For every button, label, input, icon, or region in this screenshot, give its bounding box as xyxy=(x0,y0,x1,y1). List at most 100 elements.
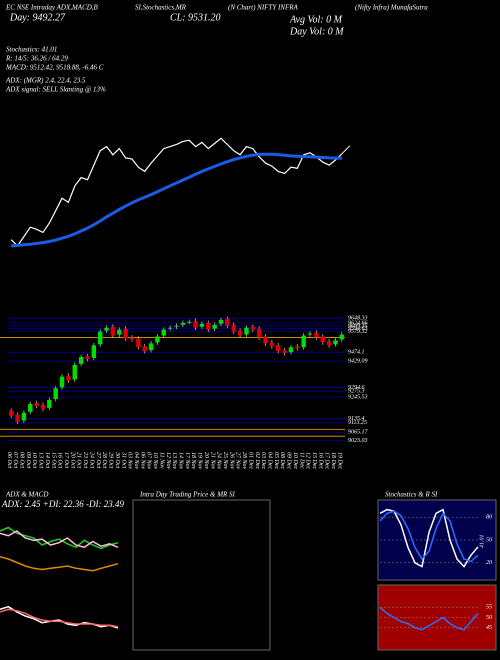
candle-body xyxy=(276,345,281,352)
indicator-info: Stochastics: 41.01 xyxy=(6,46,57,54)
x-tick-label: 13 Nov xyxy=(171,452,177,470)
x-tick-label: 14 Oct xyxy=(44,452,51,468)
panel-tick-label: 45 xyxy=(486,624,492,631)
candle-body xyxy=(91,345,97,359)
x-tick-label: 26 Nov xyxy=(228,452,234,470)
candle-body xyxy=(320,336,325,343)
header-text: (Nifty Infra) MunafaSutra xyxy=(355,4,428,12)
x-tick-label: 20 Oct xyxy=(69,452,75,468)
panel-line xyxy=(0,608,119,628)
x-tick-label: 06 Oct xyxy=(6,452,12,468)
candle-body xyxy=(66,375,71,381)
x-tick-label: 10 Oct xyxy=(31,452,37,468)
candle-body xyxy=(244,327,249,335)
x-tick-label: 05 Dec xyxy=(273,452,279,469)
x-tick-label: 10 Dec xyxy=(292,452,298,469)
x-tick-label: 24 Oct xyxy=(88,452,95,468)
candle-body xyxy=(47,400,52,408)
panel-line xyxy=(379,510,479,563)
candle-body xyxy=(269,342,275,347)
candle-body xyxy=(97,331,103,345)
y-tick-label: 9294.6 xyxy=(348,384,365,391)
panel-line xyxy=(379,508,479,568)
x-tick-label: 07 Nov xyxy=(146,452,152,470)
panel-title: Intra Day Trading Price & MR SI xyxy=(139,491,236,499)
x-tick-label: 16 Dec xyxy=(317,452,323,469)
panel-tick-label: 20 xyxy=(486,560,492,566)
panel-label: ADX: 2.45 +DI: 22.36 -DI: 23.49 xyxy=(1,499,125,509)
candle-body xyxy=(15,414,20,422)
moving-average xyxy=(11,152,342,248)
candle-body xyxy=(85,356,90,359)
x-tick-label: 12 Nov xyxy=(165,452,171,470)
candle-body xyxy=(206,322,211,330)
candle-body xyxy=(104,327,109,331)
candle-body xyxy=(110,326,116,336)
x-tick-label: 02 Dec xyxy=(254,452,260,469)
x-tick-label: 31 Oct xyxy=(120,451,126,468)
x-tick-label: 18 Nov xyxy=(190,452,196,470)
candle-body xyxy=(72,364,77,380)
candle-body xyxy=(256,328,262,338)
x-tick-label: 17 Oct xyxy=(63,452,69,468)
x-tick-label: 16 Oct xyxy=(57,452,63,468)
x-tick-label: 06 Nov xyxy=(139,452,145,470)
candle-body xyxy=(218,319,224,324)
candle-body xyxy=(307,333,313,335)
day-close: Day: 9492.27 xyxy=(9,12,66,23)
x-tick-label: 14 Nov xyxy=(177,452,184,470)
y-tick-label: 9579.32 xyxy=(348,329,368,335)
candle-body xyxy=(301,335,306,348)
candle-body xyxy=(333,340,338,345)
y-tick-label: 9065.17 xyxy=(348,430,369,436)
x-tick-label: 03 Nov xyxy=(127,452,133,470)
header-text: EC NSE Intraday ADX,MACD,B xyxy=(5,4,99,12)
candle-body xyxy=(123,328,128,339)
panel-tick-label: 50 xyxy=(486,537,492,543)
x-tick-label: 21 Nov xyxy=(209,452,215,470)
indicator-info: MACD: 9512.42, 9518.88, -6.46 C xyxy=(5,64,104,72)
x-tick-label: 15 Oct xyxy=(50,452,56,468)
x-tick-label: 04 Dec xyxy=(267,452,274,469)
candle-body xyxy=(314,332,319,338)
candle-body xyxy=(295,346,300,349)
indicator-info: ADX: (MGR) 2.4, 22.4, 23.5 xyxy=(5,77,86,85)
x-tick-label: 03 Dec xyxy=(260,452,266,469)
x-tick-label: 19 Nov xyxy=(197,452,203,470)
x-tick-label: 23 Oct xyxy=(82,452,88,468)
candle-body xyxy=(167,327,173,329)
x-tick-label: 28 Nov xyxy=(241,452,247,470)
candle-body xyxy=(53,388,58,400)
y-tick-label: 9609.35 xyxy=(348,323,368,329)
close-label: CL: 9531.20 xyxy=(170,12,221,23)
panel-tick-label: 50 xyxy=(486,615,492,621)
chart-layer: EC NSE Intraday ADX,MACD,B SI,Stochastics… xyxy=(0,4,492,631)
y-tick-label: 9624.66 xyxy=(348,319,368,326)
x-tick-label: 13 Oct xyxy=(38,452,44,468)
candle-body xyxy=(78,357,84,364)
x-tick-label: 27 Nov xyxy=(235,452,241,470)
candle-body xyxy=(21,412,27,421)
panel-tick-label: 55 xyxy=(486,605,492,611)
volume: Day Vol: 0 M xyxy=(289,26,344,37)
candle-body xyxy=(59,376,65,388)
panel-label: 41.01 xyxy=(478,535,485,549)
x-tick-label: 20 Nov xyxy=(203,452,209,470)
intraday-box xyxy=(132,499,271,651)
price-line xyxy=(10,137,343,247)
y-tick-label: 9474.1 xyxy=(348,349,365,356)
candle-body xyxy=(8,410,14,416)
candle-body xyxy=(263,336,268,344)
x-tick-label: 25 Nov xyxy=(222,452,228,470)
x-tick-label: 12 Dec xyxy=(305,452,311,469)
price-tail xyxy=(341,145,351,155)
candle-body xyxy=(282,350,287,354)
x-tick-label: 09 Oct xyxy=(25,452,31,468)
x-tick-label: 01 Dec xyxy=(247,452,253,469)
candle-body xyxy=(225,318,230,326)
candle-body xyxy=(117,329,122,335)
header-text: SI,Stochastics,MR xyxy=(135,4,187,12)
y-tick-label: 9429.09 xyxy=(348,358,368,365)
candle-body xyxy=(40,404,46,409)
